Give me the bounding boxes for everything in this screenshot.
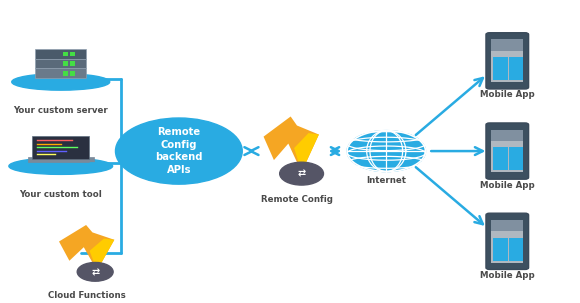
FancyBboxPatch shape	[486, 33, 528, 89]
Text: ⇄: ⇄	[298, 169, 306, 179]
FancyBboxPatch shape	[35, 49, 86, 59]
FancyBboxPatch shape	[63, 52, 68, 56]
Circle shape	[77, 262, 113, 281]
Circle shape	[280, 162, 324, 185]
FancyBboxPatch shape	[491, 220, 523, 263]
FancyBboxPatch shape	[491, 130, 523, 172]
Text: Internet: Internet	[367, 176, 406, 185]
FancyBboxPatch shape	[509, 148, 523, 161]
FancyBboxPatch shape	[63, 61, 68, 66]
FancyBboxPatch shape	[63, 71, 68, 75]
FancyBboxPatch shape	[32, 136, 89, 158]
Circle shape	[347, 131, 426, 171]
FancyBboxPatch shape	[493, 238, 508, 252]
Polygon shape	[59, 225, 114, 271]
FancyBboxPatch shape	[491, 39, 523, 82]
Polygon shape	[294, 133, 319, 172]
FancyBboxPatch shape	[491, 220, 523, 231]
FancyBboxPatch shape	[509, 238, 523, 252]
Polygon shape	[263, 116, 319, 172]
Ellipse shape	[12, 74, 110, 90]
FancyBboxPatch shape	[70, 52, 75, 56]
FancyBboxPatch shape	[509, 246, 523, 261]
Text: Cloud Functions: Cloud Functions	[48, 291, 125, 300]
FancyBboxPatch shape	[509, 156, 523, 170]
FancyBboxPatch shape	[70, 71, 75, 75]
FancyBboxPatch shape	[493, 57, 508, 71]
FancyBboxPatch shape	[35, 68, 86, 78]
Text: Mobile App: Mobile App	[480, 181, 535, 190]
Text: Remote
Config
backend
APIs: Remote Config backend APIs	[155, 127, 202, 175]
Text: Remote Config: Remote Config	[261, 195, 333, 204]
Text: ⇄: ⇄	[91, 267, 99, 277]
Ellipse shape	[9, 158, 113, 175]
Text: Your custom server: Your custom server	[13, 106, 108, 115]
FancyBboxPatch shape	[486, 123, 528, 179]
FancyBboxPatch shape	[28, 157, 93, 162]
Text: Mobile App: Mobile App	[480, 90, 535, 99]
FancyBboxPatch shape	[493, 246, 508, 261]
FancyBboxPatch shape	[491, 130, 523, 141]
Polygon shape	[89, 238, 114, 271]
Text: Mobile App: Mobile App	[480, 271, 535, 280]
FancyBboxPatch shape	[493, 156, 508, 170]
FancyBboxPatch shape	[509, 57, 523, 71]
FancyBboxPatch shape	[70, 61, 75, 66]
FancyBboxPatch shape	[509, 66, 523, 80]
FancyBboxPatch shape	[486, 213, 528, 269]
Circle shape	[115, 118, 242, 184]
FancyBboxPatch shape	[35, 59, 86, 68]
FancyBboxPatch shape	[493, 148, 508, 161]
Text: Your custom tool: Your custom tool	[19, 190, 102, 199]
FancyBboxPatch shape	[491, 39, 523, 51]
FancyBboxPatch shape	[493, 66, 508, 80]
